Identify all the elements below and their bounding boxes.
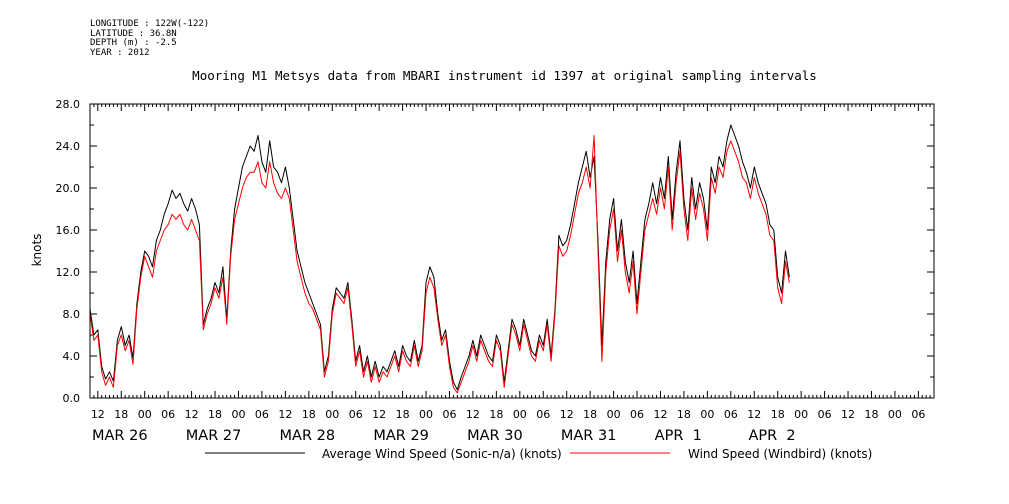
x-tick-label: 00 bbox=[513, 408, 527, 421]
plot-frame bbox=[89, 103, 935, 399]
day-label: MAR 28 bbox=[280, 428, 336, 444]
x-tick-label: 18 bbox=[771, 408, 785, 421]
x-tick-label: 12 bbox=[91, 408, 105, 421]
day-label: APR 1 bbox=[655, 428, 702, 444]
x-tick-label: 00 bbox=[231, 408, 245, 421]
day-label: MAR 31 bbox=[561, 428, 617, 444]
x-tick-label: 12 bbox=[841, 408, 855, 421]
x-tick-label: 00 bbox=[419, 408, 433, 421]
y-tick-label: 0.0 bbox=[63, 392, 81, 405]
longitude-line: LONGITUDE : 122W(-122) bbox=[90, 19, 210, 29]
x-tick-label: 12 bbox=[372, 408, 386, 421]
day-label: MAR 29 bbox=[373, 428, 429, 444]
x-tick-label: 12 bbox=[466, 408, 480, 421]
latitude-line: LATITUDE : 36.8N bbox=[90, 28, 177, 39]
metadata-block: LONGITUDE : 122W(-122) LATITUDE : 36.8N … bbox=[90, 19, 210, 58]
legend-label-windbird: Wind Speed (Windbird) (knots) bbox=[688, 447, 872, 461]
day-label: MAR 27 bbox=[186, 428, 242, 444]
x-tick-label: 12 bbox=[185, 408, 199, 421]
x-tick-label: 12 bbox=[560, 408, 574, 421]
y-tick-label: 28.0 bbox=[56, 98, 81, 111]
x-tick-label: 18 bbox=[677, 408, 691, 421]
x-tick-label: 06 bbox=[536, 408, 550, 421]
x-tick-label: 06 bbox=[911, 408, 925, 421]
x-tick-label: 06 bbox=[724, 408, 738, 421]
x-tick-label: 06 bbox=[442, 408, 456, 421]
y-tick-label: 20.0 bbox=[56, 182, 81, 195]
x-tick-label: 18 bbox=[114, 408, 128, 421]
x-tick-label: 12 bbox=[278, 408, 292, 421]
legend-label-sonic: Average Wind Speed (Sonic-n/a) (knots) bbox=[322, 447, 562, 461]
y-tick-label: 4.0 bbox=[63, 350, 81, 363]
x-tick-label: 18 bbox=[864, 408, 878, 421]
series-line-0 bbox=[89, 124, 790, 391]
legend: Average Wind Speed (Sonic-n/a) (knots) W… bbox=[205, 447, 872, 461]
y-tick-label: 8.0 bbox=[63, 308, 81, 321]
x-tick-label: 00 bbox=[794, 408, 808, 421]
x-tick-label: 00 bbox=[700, 408, 714, 421]
x-tick-label: 18 bbox=[489, 408, 503, 421]
y-tick-label: 16.0 bbox=[56, 224, 81, 237]
x-tick-label: 06 bbox=[255, 408, 269, 421]
series-line-1 bbox=[89, 135, 790, 394]
x-tick-label: 00 bbox=[325, 408, 339, 421]
axis-labels: 0.0 4.0 8.0 12.0 16.0 20.0 24.0 28.0 12 18 00 06 12 1… bbox=[56, 98, 926, 444]
day-label: MAR 30 bbox=[467, 428, 523, 444]
chart-title: Mooring M1 Metsys data from MBARI instru… bbox=[192, 68, 817, 83]
y-tick-label: 24.0 bbox=[56, 140, 81, 153]
x-tick-label: 00 bbox=[138, 408, 152, 421]
day-label: APR 2 bbox=[748, 428, 795, 444]
x-tick-label: 12 bbox=[747, 408, 761, 421]
x-tick-label: 18 bbox=[208, 408, 222, 421]
x-tick-label: 18 bbox=[396, 408, 410, 421]
x-tick-label: 12 bbox=[653, 408, 667, 421]
x-tick-label: 06 bbox=[161, 408, 175, 421]
x-tick-label: 06 bbox=[349, 408, 363, 421]
depth-line: DEPTH (m) : -2.5 bbox=[90, 38, 177, 49]
tick-marks bbox=[89, 103, 935, 399]
x-tick-label: 00 bbox=[607, 408, 621, 421]
data-series bbox=[89, 124, 790, 394]
x-tick-label: 00 bbox=[888, 408, 902, 421]
y-axis-label: knots bbox=[30, 234, 44, 267]
x-tick-label: 06 bbox=[818, 408, 832, 421]
x-tick-label: 18 bbox=[302, 408, 316, 421]
year-line: YEAR : 2012 bbox=[90, 47, 150, 58]
y-tick-label: 12.0 bbox=[56, 266, 81, 279]
x-tick-label: 06 bbox=[630, 408, 644, 421]
x-tick-label: 18 bbox=[583, 408, 597, 421]
day-label: MAR 26 bbox=[92, 428, 148, 444]
